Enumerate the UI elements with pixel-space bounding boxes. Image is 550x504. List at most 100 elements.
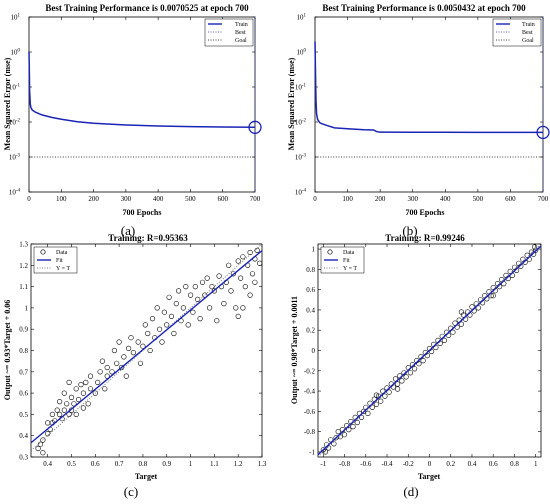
data-point (109, 369, 115, 375)
data-point (56, 399, 63, 405)
x-tick-label: 0.6 (91, 460, 100, 468)
data-point (140, 343, 146, 349)
data-point (166, 294, 172, 300)
legend-label-goal: Goal (235, 38, 247, 44)
data-point (104, 364, 110, 371)
x-tick-label: 400 (440, 195, 451, 203)
data-point (99, 358, 105, 364)
data-point (73, 411, 79, 418)
fit-line (317, 245, 542, 456)
x-tick-label: 600 (217, 195, 228, 203)
data-point (412, 366, 418, 372)
data-point (56, 411, 63, 418)
y-tick-label: 0.7 (19, 368, 28, 376)
data-point (61, 390, 67, 396)
x-tick-label: 0 (313, 195, 317, 203)
y-axis-label: Mean Squared Error (mse) (3, 57, 12, 150)
data-point (80, 405, 86, 411)
y-tick-label: 0 (312, 347, 316, 355)
y-axis: 10-4 10-3 10-2 10-1 100 101 (295, 14, 543, 197)
data-point (407, 370, 414, 376)
identity-line (30, 243, 263, 451)
data-point (130, 350, 136, 356)
y-tick-label: 10-3 (295, 154, 307, 162)
series-line-train (314, 41, 543, 134)
plot-marks (314, 17, 550, 192)
y-tick-label: 10-1 (9, 84, 21, 92)
x-tick-label: 400 (153, 195, 164, 203)
data-point (221, 301, 227, 307)
data-point (190, 309, 196, 315)
data-point (54, 407, 60, 413)
legend-label-data: Data (56, 250, 68, 256)
data-point (420, 358, 426, 364)
panel-c: Training: R=0.95363 0.4 0.5 0.6 0.7 0.8 0.9 1 1… (3, 233, 267, 499)
y-tick-label: -0.2 (304, 367, 316, 375)
x-tick-label: 1 (534, 460, 538, 468)
caption-a: (a) (121, 223, 135, 238)
x-axis: 0 100 200 300 400 500 600 700 (313, 17, 549, 203)
x-tick-label: -0.2 (403, 460, 415, 468)
data-point (395, 386, 401, 392)
x-tick-label: 0.9 (162, 460, 171, 468)
data-point (238, 275, 244, 281)
x-tick-label: 200 (88, 195, 99, 203)
data-point (378, 398, 384, 404)
data-point (235, 258, 241, 264)
plot-marks (317, 243, 542, 458)
data-point (183, 284, 189, 290)
data-point (254, 247, 260, 253)
data-point (85, 401, 91, 407)
data-point (226, 262, 232, 268)
x-tick-label: -1 (320, 460, 326, 468)
data-point (192, 284, 198, 290)
data-point (373, 401, 380, 407)
data-point (214, 318, 220, 324)
x-axis-label: Target (418, 472, 441, 481)
data-point (64, 401, 70, 407)
y-axis: 0.3 0.4 0.5 0.6 0.7 0.8 0.9 1 1.1 1.2 1.3 (19, 241, 262, 462)
x-axis-label: 700 Epochs (123, 208, 162, 217)
x-tick-label: 1.1 (210, 460, 219, 468)
data-point (68, 394, 75, 401)
chart-title: Best Training Performance is 0.0050432 a… (322, 3, 526, 13)
y-tick-label: 0.2 (306, 327, 315, 335)
x-tick-label: -0.8 (339, 460, 351, 468)
x-tick-label: 0.2 (446, 460, 455, 468)
data-point (45, 431, 51, 437)
legend: Train Best Goal (492, 18, 542, 47)
data-point (533, 247, 539, 253)
data-point (490, 293, 496, 299)
x-tick-label: 0.8 (510, 460, 519, 468)
data-point (154, 305, 160, 311)
y-tick-label: -0.4 (304, 388, 316, 396)
x-tick-label: 0 (27, 195, 31, 203)
data-point (531, 244, 538, 250)
y-tick-label: 0.6 (306, 286, 315, 294)
x-tick-label: 300 (407, 195, 418, 203)
x-tick-label: 500 (185, 195, 196, 203)
legend-label-train: Train (235, 22, 248, 28)
data-point (102, 386, 108, 392)
data-point (121, 354, 127, 360)
data-point (395, 381, 401, 387)
y-tick-label: 1.1 (19, 283, 28, 291)
data-point (142, 322, 148, 328)
x-axis-label: Target (135, 472, 158, 481)
x-tick-label: 200 (375, 195, 386, 203)
data-point (61, 407, 67, 413)
data-point (87, 386, 94, 392)
data-point (211, 288, 217, 294)
data-point (145, 330, 151, 337)
x-axis: -1 -0.8 -0.6 -0.4 -0.2 0 0.2 0.4 0.6 0.8 1 (320, 244, 538, 468)
y-tick-label: 0.3 (19, 454, 28, 462)
data-point (228, 288, 234, 294)
x-tick-label: 500 (473, 195, 484, 203)
x-tick-label: 0.5 (67, 460, 76, 468)
x-tick-label: -0.4 (381, 460, 393, 468)
fit-line (30, 250, 263, 444)
data-point (335, 429, 341, 435)
y-tick-label: 10-3 (9, 154, 21, 162)
data-point (137, 360, 144, 366)
